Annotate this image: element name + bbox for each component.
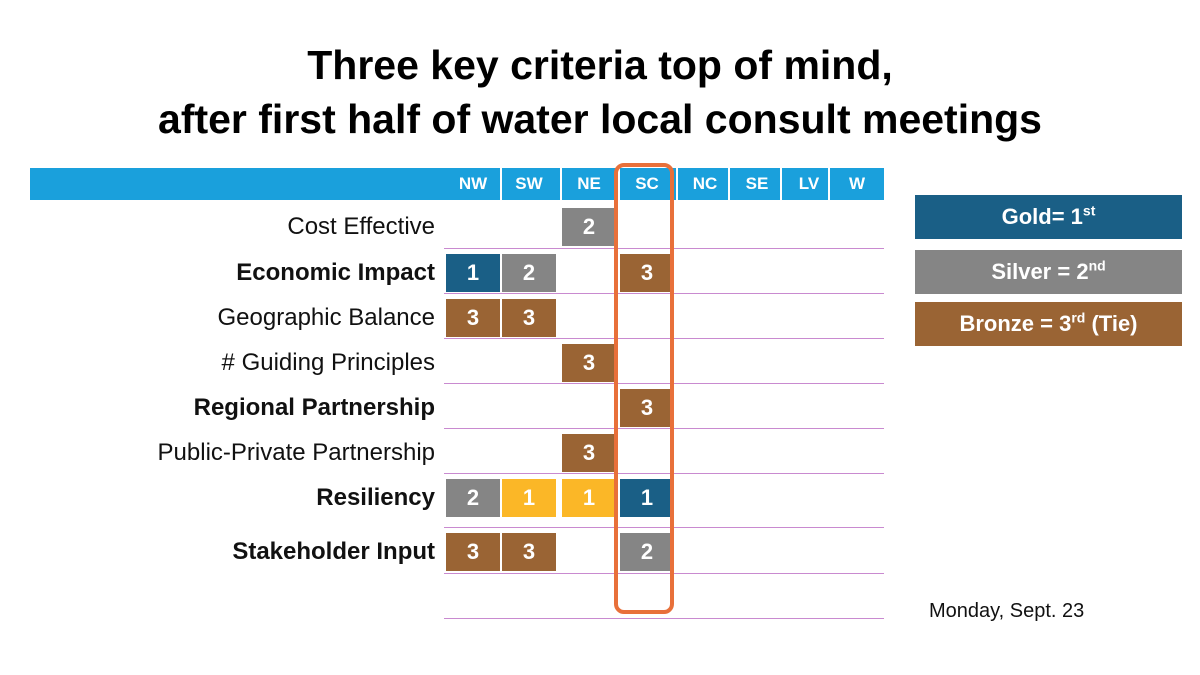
rank-cell-sc: 3	[620, 389, 674, 427]
legend-bronze: Bronze = 3rd (Tie)	[915, 302, 1182, 346]
legend-gold-sup: st	[1082, 202, 1096, 219]
criteria-label: Cost Effective	[287, 213, 435, 240]
rank-cell-nw: 3	[446, 533, 500, 571]
legend-silver-text: Silver = 2	[991, 259, 1089, 284]
legend-bronze-suffix: (Tie)	[1085, 311, 1138, 336]
column-separator	[728, 168, 730, 200]
column-separator	[500, 168, 502, 200]
criteria-label: Economic Impact	[236, 259, 435, 286]
legend-gold: Gold= 1st	[915, 195, 1182, 239]
legend-gold-text: Gold= 1	[1001, 204, 1083, 229]
rank-cell-ne: 2	[562, 208, 616, 246]
criteria-label: Public-Private Partnership	[157, 439, 435, 466]
column-header-ne: NE	[577, 174, 601, 193]
rank-cell-ne: 3	[562, 344, 616, 382]
legend-bronze-sup: rd	[1071, 309, 1086, 326]
rank-cell-ne: 1	[562, 479, 616, 517]
column-header-sw: SW	[515, 174, 543, 193]
table-header-bar	[30, 168, 884, 200]
row-divider	[444, 248, 884, 249]
rank-cell-nw: 3	[446, 299, 500, 337]
rank-cell-sw: 3	[502, 533, 556, 571]
column-header-sc: SC	[635, 174, 659, 193]
row-divider	[444, 527, 884, 528]
rank-cell-ne: 3	[562, 434, 616, 472]
column-separator	[676, 168, 678, 200]
column-header-nc: NC	[692, 174, 718, 193]
title-line-2: after first half of water local consult …	[158, 96, 1042, 142]
column-separator	[618, 168, 620, 200]
sc-column-highlight	[614, 163, 674, 614]
column-header-se: SE	[745, 174, 769, 193]
rank-cell-nw: 1	[446, 254, 500, 292]
criteria-label: Geographic Balance	[217, 304, 435, 331]
rank-cell-sc: 2	[620, 533, 674, 571]
column-header-w: W	[848, 174, 866, 193]
row-divider	[444, 383, 884, 384]
date-label: Monday, Sept. 23	[929, 600, 1085, 622]
row-divider	[444, 618, 884, 619]
column-separator	[560, 168, 562, 200]
row-divider	[444, 428, 884, 429]
criteria-label: Resiliency	[316, 484, 435, 511]
rank-cell-sw: 1	[502, 479, 556, 517]
criteria-label: Regional Partnership	[193, 394, 435, 421]
title-line-1: Three key criteria top of mind,	[307, 42, 893, 88]
rank-cell-nw: 2	[446, 479, 500, 517]
row-divider	[444, 473, 884, 474]
row-divider	[444, 293, 884, 294]
slide-title: Three key criteria top of mind, after fi…	[0, 38, 1200, 146]
column-header-nw: NW	[458, 174, 488, 193]
rank-cell-sc: 3	[620, 254, 674, 292]
column-separator	[780, 168, 782, 200]
criteria-label: Stakeholder Input	[232, 538, 435, 565]
criteria-label: # Guiding Principles	[221, 349, 435, 376]
column-separator	[828, 168, 830, 200]
rank-cell-sw: 3	[502, 299, 556, 337]
column-header-lv: LV	[798, 174, 820, 193]
legend-silver: Silver = 2nd	[915, 250, 1182, 294]
rank-cell-sc: 1	[620, 479, 674, 517]
row-divider	[444, 573, 884, 574]
legend-bronze-text: Bronze = 3	[959, 311, 1072, 336]
rank-cell-sw: 2	[502, 254, 556, 292]
legend-silver-sup: nd	[1088, 257, 1106, 274]
row-divider	[444, 338, 884, 339]
